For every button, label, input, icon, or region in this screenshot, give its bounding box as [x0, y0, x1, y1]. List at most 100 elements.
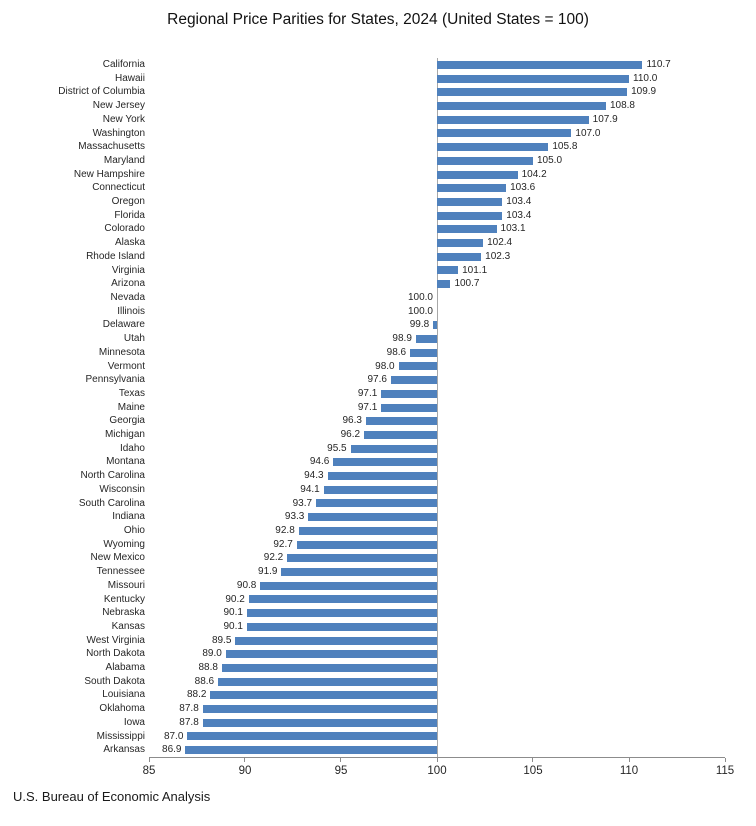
bar — [248, 595, 437, 604]
value-label: 87.0 — [163, 730, 184, 742]
value-label: 104.2 — [521, 168, 547, 180]
bar — [364, 430, 437, 439]
state-label: North Carolina — [80, 470, 145, 482]
state-label: New Hampshire — [73, 168, 145, 180]
value-label: 96.2 — [340, 429, 361, 441]
x-axis-tick-label: 100 — [427, 765, 447, 777]
value-label: 100.0 — [407, 292, 433, 303]
bar — [298, 526, 437, 535]
x-axis-tick-label: 85 — [142, 765, 156, 777]
bar — [202, 718, 437, 727]
state-label: Kansas — [111, 620, 145, 632]
bar — [350, 444, 437, 453]
state-label: Indiana — [112, 511, 145, 523]
value-label: 97.1 — [357, 387, 378, 399]
value-label: 88.8 — [198, 662, 218, 674]
value-label: 98.0 — [375, 360, 395, 372]
state-label: Idaho — [119, 442, 145, 454]
value-label: 98.9 — [392, 333, 412, 345]
value-label: 94.6 — [309, 456, 330, 468]
value-label: 107.9 — [592, 113, 618, 125]
state-label: New York — [102, 113, 145, 125]
bar — [333, 458, 437, 467]
value-label: 90.8 — [236, 579, 257, 591]
bar — [381, 389, 437, 398]
state-label: Oklahoma — [99, 703, 145, 715]
state-label: Delaware — [102, 319, 145, 331]
bar — [316, 499, 437, 508]
value-label: 94.1 — [300, 483, 320, 495]
bar — [437, 60, 643, 69]
bar — [437, 211, 503, 220]
x-axis-tick — [724, 758, 726, 762]
value-label: 91.9 — [258, 566, 278, 578]
bar — [187, 732, 437, 741]
state-label: Illinois — [117, 305, 145, 317]
state-label: Colorado — [104, 223, 145, 235]
value-label: 105.8 — [552, 141, 578, 153]
value-label: 89.5 — [211, 634, 232, 646]
bar — [437, 225, 497, 234]
state-label: Maryland — [103, 154, 145, 166]
state-label: Mississippi — [96, 730, 145, 742]
bar — [308, 513, 437, 522]
value-label: 93.7 — [292, 497, 313, 509]
state-label: Tennessee — [96, 566, 145, 578]
state-label: Massachusetts — [78, 141, 145, 153]
value-label: 90.1 — [223, 620, 243, 632]
source-note: U.S. Bureau of Economic Analysis — [13, 789, 211, 804]
value-label: 97.6 — [367, 374, 387, 386]
value-label: 88.2 — [186, 689, 207, 701]
x-axis-tick-label: 105 — [523, 765, 543, 777]
bar — [218, 677, 437, 686]
value-label: 96.3 — [342, 415, 362, 427]
bar — [437, 252, 482, 261]
chart-title: Regional Price Parities for States, 2024… — [167, 11, 589, 28]
value-label: 90.1 — [223, 607, 243, 619]
bar — [185, 746, 437, 755]
bar — [437, 266, 459, 275]
value-label: 88.6 — [194, 675, 215, 687]
value-label: 105.0 — [536, 154, 563, 166]
value-label: 94.3 — [304, 470, 324, 482]
bar — [246, 609, 437, 618]
bar — [287, 554, 437, 563]
value-label: 103.4 — [506, 209, 532, 221]
reference-line-100 — [436, 58, 438, 757]
state-label: Ohio — [123, 525, 145, 536]
x-axis-tick — [244, 758, 246, 762]
bar — [202, 705, 437, 714]
state-label: Pennsylvania — [85, 374, 145, 386]
value-label: 99.8 — [409, 319, 430, 331]
value-label: 102.3 — [485, 250, 511, 262]
state-label: Nevada — [110, 292, 145, 303]
bar — [437, 170, 518, 179]
value-label: 107.0 — [575, 127, 601, 139]
bar — [415, 334, 437, 343]
bar — [221, 663, 437, 672]
x-axis-tick — [148, 758, 150, 762]
value-label: 103.1 — [500, 223, 526, 235]
bar — [381, 403, 437, 412]
state-label: Connecticut — [92, 182, 145, 194]
x-axis-tick-label: 115 — [715, 765, 735, 777]
value-label: 92.7 — [273, 538, 293, 550]
bar — [437, 239, 484, 248]
state-label: Missouri — [107, 579, 145, 591]
state-label: Virginia — [111, 264, 145, 276]
state-label: Louisiana — [102, 689, 145, 701]
state-label: North Dakota — [86, 648, 145, 660]
bar — [327, 472, 437, 481]
state-label: Michigan — [104, 429, 145, 441]
state-label: Nebraska — [102, 607, 145, 619]
bar — [398, 362, 437, 371]
value-label: 103.6 — [510, 182, 536, 194]
state-label: Oregon — [111, 196, 145, 208]
bar — [390, 376, 437, 385]
bar — [433, 321, 437, 330]
bar — [323, 485, 437, 494]
state-label: Florida — [114, 209, 145, 221]
x-axis-tick — [436, 758, 438, 762]
state-label: West Virginia — [86, 634, 145, 646]
